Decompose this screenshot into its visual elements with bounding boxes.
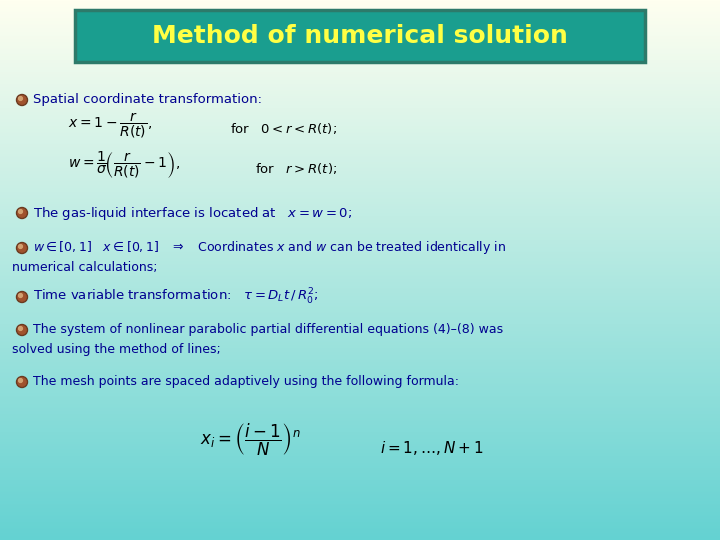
Circle shape [17,94,27,105]
Circle shape [18,244,26,252]
Circle shape [19,245,22,248]
Circle shape [17,242,27,253]
Circle shape [17,376,27,388]
Circle shape [19,294,22,298]
Text: $x_i = \left(\dfrac{i-1}{N}\right)^n$: $x_i = \left(\dfrac{i-1}{N}\right)^n$ [200,422,301,458]
Circle shape [18,293,26,301]
Text: Spatial coordinate transformation:: Spatial coordinate transformation: [33,93,262,106]
Circle shape [17,325,27,335]
Circle shape [18,326,26,334]
Circle shape [17,207,27,219]
Text: $x = 1 - \dfrac{r}{R(t)},$: $x = 1 - \dfrac{r}{R(t)},$ [68,110,152,140]
Text: for   $r > R(t);$: for $r > R(t);$ [255,160,337,176]
Circle shape [17,292,27,302]
Text: for   $0 < r < R(t);$: for $0 < r < R(t);$ [230,120,337,136]
Circle shape [19,379,22,382]
Circle shape [18,209,26,217]
Text: Time variable transformation:   $\tau = D_L t\,/\,R_0^2;$: Time variable transformation: $\tau = D_… [33,287,319,307]
Circle shape [19,327,22,330]
Text: The system of nonlinear parabolic partial differential equations (4)–(8) was: The system of nonlinear parabolic partia… [33,323,503,336]
Text: solved using the method of lines;: solved using the method of lines; [12,343,221,356]
Circle shape [19,210,22,213]
Text: numerical calculations;: numerical calculations; [12,261,158,274]
Circle shape [19,97,22,100]
Text: The mesh points are spaced adaptively using the following formula:: The mesh points are spaced adaptively us… [33,375,459,388]
Text: $w = \dfrac{1}{\sigma}\!\left(\dfrac{r}{R(t)} - 1\right),$: $w = \dfrac{1}{\sigma}\!\left(\dfrac{r}{… [68,150,180,180]
Text: The gas-liquid interface is located at   $x = w = 0;$: The gas-liquid interface is located at $… [33,205,352,221]
Text: $w \in [0,1]$   $x \in [0,1]$   $\Rightarrow$   Coordinates $x$ and $w$ can be t: $w \in [0,1]$ $x \in [0,1]$ $\Rightarrow… [33,240,506,256]
Text: Method of numerical solution: Method of numerical solution [152,24,568,48]
Circle shape [18,96,26,104]
Text: $i = 1,\ldots,N+1$: $i = 1,\ldots,N+1$ [380,439,484,457]
Circle shape [18,378,26,386]
FancyBboxPatch shape [75,10,645,62]
